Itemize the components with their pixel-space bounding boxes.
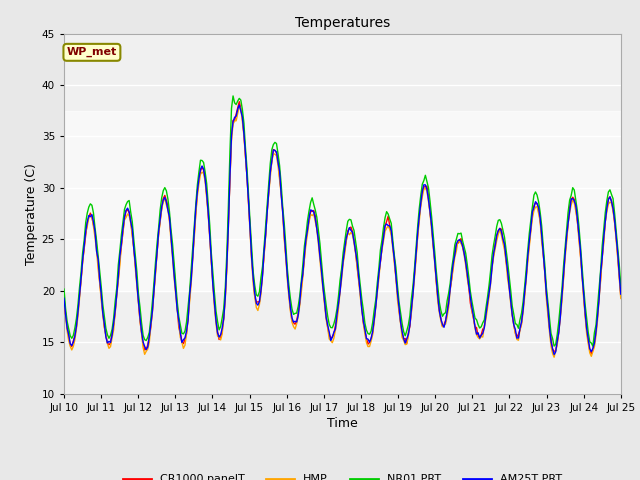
AM25T PRT [617,291,625,297]
CR1000 panelT [60,294,68,300]
CR1000 panelT [305,218,313,224]
CR1000 panelT [226,172,234,178]
AM25T PRT [246,228,254,233]
Bar [64,111,621,291]
Line: CR1000 panelT: CR1000 panelT [64,102,621,354]
NR01 PRT [226,148,234,154]
AM25T PRT [589,346,596,351]
HMP [246,231,254,237]
NR01 PRT [588,340,595,346]
HMP [60,297,68,303]
Line: HMP: HMP [64,107,621,357]
NR01 PRT [229,93,237,99]
HMP [129,232,136,238]
NR01 PRT [246,219,254,225]
NR01 PRT [305,208,313,214]
Title: Temperatures: Temperatures [295,16,390,30]
NR01 PRT [129,219,136,225]
HMP [550,354,558,360]
AM25T PRT [129,226,136,232]
AM25T PRT [226,173,234,179]
Line: NR01 PRT: NR01 PRT [64,96,621,346]
AM25T PRT [236,102,243,108]
HMP [617,296,625,301]
CR1000 panelT [589,347,596,353]
HMP [226,174,234,180]
AM25T PRT [60,295,68,301]
CR1000 panelT [246,227,254,232]
Legend: CR1000 panelT, HMP, NR01 PRT, AM25T PRT: CR1000 panelT, HMP, NR01 PRT, AM25T PRT [118,470,566,480]
AM25T PRT [305,215,313,221]
NR01 PRT [589,343,596,349]
HMP [589,348,596,354]
AM25T PRT [255,299,263,304]
CR1000 panelT [129,231,136,237]
Y-axis label: Temperature (C): Temperature (C) [24,163,38,264]
NR01 PRT [60,286,68,292]
Line: AM25T PRT: AM25T PRT [64,105,621,355]
Text: WP_met: WP_met [67,47,117,58]
HMP [305,219,313,225]
HMP [236,104,243,109]
X-axis label: Time: Time [327,417,358,430]
CR1000 panelT [255,299,263,305]
CR1000 panelT [588,351,595,357]
AM25T PRT [550,352,558,358]
CR1000 panelT [236,99,243,105]
CR1000 panelT [617,294,625,300]
HMP [255,301,263,307]
NR01 PRT [255,289,263,295]
NR01 PRT [617,283,625,288]
